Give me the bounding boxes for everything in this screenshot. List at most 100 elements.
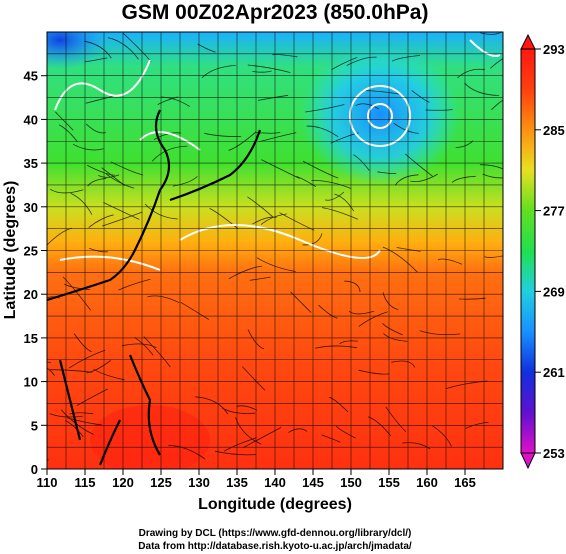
streamline [410, 173, 438, 182]
streamline [228, 265, 263, 280]
x-tick-label: 140 [264, 475, 286, 490]
streamline [147, 295, 180, 304]
streamline [54, 111, 74, 131]
streamline [64, 283, 91, 290]
streamline [107, 37, 139, 60]
y-tick-label: 40 [24, 112, 38, 127]
streamline [311, 180, 352, 189]
streamline [261, 159, 300, 179]
streamline [72, 143, 104, 151]
streamline [306, 125, 339, 138]
streamline [432, 425, 452, 447]
x-tick-label: 115 [75, 475, 96, 490]
streamline [479, 164, 503, 170]
y-tick-label: 25 [24, 244, 38, 259]
streamline [180, 301, 210, 320]
plot-area [47, 32, 503, 469]
coastlines [47, 109, 262, 466]
colorbar-tick-label: 285 [543, 123, 565, 138]
streamline [325, 191, 345, 201]
colorbar-tick-label: 269 [543, 284, 565, 299]
streamline [247, 64, 291, 73]
streamline [288, 428, 308, 433]
streamline [457, 68, 485, 79]
x-tick-label: 120 [112, 475, 134, 490]
colorbar-tick-label: 293 [543, 42, 565, 57]
streamline [437, 258, 463, 265]
streamline [348, 310, 375, 315]
streamline [121, 343, 157, 349]
streamline [172, 176, 198, 187]
streamline [464, 82, 499, 96]
x-tick-label: 110 [37, 475, 58, 490]
streamline [355, 103, 379, 110]
y-tick-label: 0 [31, 462, 38, 477]
colorbar-tick-label: 261 [543, 365, 565, 380]
y-tick-label: 20 [24, 287, 38, 302]
colorbar-tick-label: 277 [543, 204, 565, 219]
y-axis-ticks: 0 5 10 15 20 25 30 35 40 45 [24, 69, 47, 477]
warm-region-south [90, 405, 210, 469]
streamline [69, 412, 94, 415]
streamline [252, 70, 272, 73]
x-tick-label: 130 [188, 475, 210, 490]
streamline [247, 196, 273, 217]
streamline [215, 450, 257, 456]
x-tick-label: 165 [454, 475, 476, 490]
streamline [209, 208, 239, 230]
streamline [377, 171, 397, 174]
streamline [455, 140, 474, 148]
streamline [302, 233, 323, 246]
streamline [425, 109, 453, 111]
streamline [257, 94, 289, 101]
streamline [484, 255, 503, 258]
streamline [339, 340, 358, 345]
streamline [201, 65, 236, 79]
streamline [331, 57, 358, 71]
chart-title: GSM 00Z02Apr2023 (850.0hPa) [122, 1, 429, 24]
x-tick-label: 135 [226, 475, 248, 490]
streamline [318, 304, 338, 319]
streamline [279, 212, 315, 231]
streamline [228, 131, 257, 151]
x-tick-label: 125 [150, 475, 172, 490]
streamline [335, 425, 356, 439]
streamline [86, 123, 106, 134]
streamline [67, 417, 102, 426]
streamline [47, 361, 51, 363]
streamline [353, 154, 370, 171]
streamline [168, 444, 206, 460]
streamline [321, 434, 341, 443]
streamline [451, 175, 476, 183]
colorbar-top-arrow [520, 33, 536, 50]
streamline [65, 420, 84, 438]
streamline [58, 124, 78, 143]
streamline [358, 311, 388, 327]
streamline [382, 323, 403, 336]
colorbar-ticks: 293 285 277 269 261 253 [535, 42, 565, 461]
white-contours [54, 39, 501, 271]
credit-line-2: Data from http://database.rish.kyoto-u.a… [138, 541, 412, 552]
streamline [419, 330, 461, 336]
streamline [402, 442, 431, 450]
streamline [49, 413, 83, 418]
y-tick-label: 5 [31, 418, 38, 433]
streamline [134, 336, 154, 356]
streamline [482, 173, 503, 179]
streamline [204, 132, 242, 138]
colorbar-bottom-arrow [520, 452, 536, 470]
y-tick-label: 10 [24, 375, 38, 390]
streamline [118, 278, 151, 291]
streamline [480, 32, 503, 35]
streamline [290, 291, 312, 313]
cold-low-region [300, 45, 460, 185]
streamline [47, 367, 55, 376]
x-tick-label: 155 [378, 475, 400, 490]
streamline [392, 55, 421, 62]
y-tick-label: 30 [24, 200, 38, 215]
streamline [101, 211, 143, 227]
cold-northwest-region [47, 32, 110, 70]
streamline [103, 202, 140, 220]
x-tick-label: 150 [340, 475, 362, 490]
